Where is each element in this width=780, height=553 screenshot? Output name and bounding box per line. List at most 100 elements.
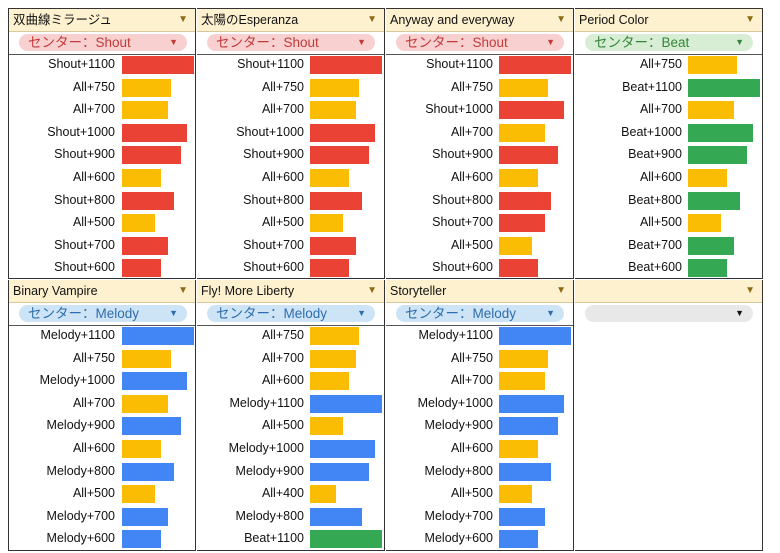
bar-row: Shout+600: [9, 258, 195, 280]
center-filter-chip[interactable]: センター：Melody ▼: [207, 305, 375, 322]
bar-label: Shout+600: [243, 260, 304, 275]
bar-all: [688, 101, 734, 120]
bar-row: Shout+1000: [9, 123, 195, 145]
chevron-down-icon[interactable]: ▼: [556, 285, 566, 296]
bar-label: Shout+600: [54, 260, 115, 275]
bar-shout: [499, 259, 538, 278]
chevron-down-icon[interactable]: ▼: [178, 14, 188, 25]
bar-label: Melody+600: [424, 531, 493, 546]
bar-label: Shout+1000: [425, 102, 493, 117]
dropdown-arrow-icon[interactable]: ▼: [169, 308, 178, 318]
bar-row: Melody+1100: [197, 394, 384, 416]
bar-beat: [688, 259, 727, 278]
dropdown-arrow-icon[interactable]: ▼: [735, 308, 744, 318]
header-divider: [575, 54, 762, 55]
bar-row: Melody+1100: [9, 326, 195, 348]
filter-row: センター：Shout ▼: [197, 32, 384, 54]
bar-all: [122, 101, 168, 120]
filter-row: センター：Shout ▼: [386, 32, 573, 54]
bar-row: Shout+800: [197, 191, 384, 213]
bar-label: All+750: [261, 79, 304, 94]
bar-label: All+700: [450, 373, 493, 388]
bar-row: All+700: [386, 371, 573, 393]
bar-shout: [310, 146, 369, 165]
dropdown-arrow-icon[interactable]: ▼: [357, 37, 366, 47]
bar-all: [310, 372, 349, 391]
dropdown-arrow-icon[interactable]: ▼: [735, 37, 744, 47]
dropdown-arrow-icon[interactable]: ▼: [546, 37, 555, 47]
bar-all: [688, 214, 721, 233]
panel-title[interactable]: Period Color ▼: [575, 9, 762, 32]
bar-row: All+750: [197, 78, 384, 100]
chevron-down-icon[interactable]: ▼: [745, 285, 755, 296]
bar-label: All+400: [261, 486, 304, 501]
bar-label: Beat+1100: [244, 531, 304, 546]
center-filter-chip[interactable]: センター：Beat ▼: [585, 34, 753, 51]
chevron-down-icon[interactable]: ▼: [178, 285, 188, 296]
bar-label: All+600: [72, 441, 115, 455]
bar-row: Melody+600: [9, 529, 195, 551]
center-filter-chip[interactable]: センター：Shout ▼: [207, 34, 375, 51]
chart-panel: Period Color ▼ センター：Beat ▼ All+750 Beat+1100 A…: [575, 8, 763, 279]
bar-label: Melody+900: [424, 418, 493, 433]
bar-label: All+500: [450, 486, 493, 501]
bar-shout: [499, 214, 545, 233]
bar-label: Shout+1100: [426, 57, 493, 71]
bar-row: Melody+800: [197, 507, 384, 529]
chart-panel: Storyteller ▼ センター：Melody ▼ Melody+1100 All+7…: [386, 280, 574, 551]
bar-label: Shout+800: [243, 192, 304, 207]
bar-row: Shout+900: [386, 145, 573, 167]
bar-label: Melody+700: [46, 508, 115, 523]
bar-label: Shout+800: [54, 192, 115, 207]
bar-melody: [310, 462, 369, 481]
panel-title[interactable]: Storyteller ▼: [386, 280, 573, 303]
bar-all: [122, 214, 155, 233]
center-filter-chip[interactable]: ▼: [585, 305, 753, 322]
center-filter-chip[interactable]: センター：Melody ▼: [396, 305, 564, 322]
panel-title[interactable]: Anyway and everyway ▼: [386, 9, 573, 32]
chevron-down-icon[interactable]: ▼: [367, 285, 377, 296]
bar-label: Beat+700: [628, 237, 682, 252]
panel-title[interactable]: 双曲線ミラージュ ▼: [9, 9, 195, 32]
center-filter-chip[interactable]: センター：Shout ▼: [19, 34, 187, 51]
bar-shout: [499, 101, 564, 120]
bar-melody: [122, 507, 168, 526]
bar-label: All+750: [261, 328, 304, 342]
bar-melody: [499, 530, 538, 549]
bar-label: Melody+1100: [40, 328, 115, 342]
chart-panel: ▼ ▼: [575, 280, 763, 551]
panel-title[interactable]: 太陽のEsperanza ▼: [197, 9, 384, 32]
panel-title[interactable]: ▼: [575, 280, 762, 303]
chevron-down-icon[interactable]: ▼: [556, 14, 566, 25]
bar-melody: [122, 530, 161, 549]
bar-all: [310, 78, 359, 97]
bar-row: Melody+1000: [9, 371, 195, 393]
chart-panel: Binary Vampire ▼ センター：Melody ▼ Melody+1100 Al…: [8, 280, 196, 551]
panel-title[interactable]: Binary Vampire ▼: [9, 280, 195, 303]
header-divider: [386, 325, 573, 326]
center-filter-chip[interactable]: センター：Melody ▼: [19, 305, 187, 322]
chevron-down-icon[interactable]: ▼: [745, 14, 755, 25]
bar-row: All+600: [9, 168, 195, 190]
bar-melody: [499, 507, 545, 526]
dropdown-arrow-icon[interactable]: ▼: [357, 308, 366, 318]
bar-all: [310, 101, 356, 120]
panel-title-text: 双曲線ミラージュ: [13, 13, 112, 27]
dropdown-arrow-icon[interactable]: ▼: [546, 308, 555, 318]
bar-label: All+600: [450, 441, 493, 455]
bar-row: All+750: [386, 78, 573, 100]
bar-all: [310, 417, 343, 436]
bar-row: Melody+700: [9, 507, 195, 529]
center-filter-chip[interactable]: センター：Shout ▼: [396, 34, 564, 51]
header-divider: [197, 54, 384, 55]
bar-melody: [310, 440, 375, 458]
bar-row: All+750: [575, 55, 762, 77]
bar-row: Beat+800: [575, 191, 762, 213]
chevron-down-icon[interactable]: ▼: [367, 14, 377, 25]
panel-title[interactable]: Fly! More Liberty ▼: [197, 280, 384, 303]
panel-title-text: Period Color: [579, 13, 649, 27]
bar-label: Beat+1000: [621, 124, 682, 139]
bar-row: Shout+600: [386, 258, 573, 280]
dropdown-arrow-icon[interactable]: ▼: [169, 37, 178, 47]
bar-label: Melody+800: [424, 463, 493, 478]
